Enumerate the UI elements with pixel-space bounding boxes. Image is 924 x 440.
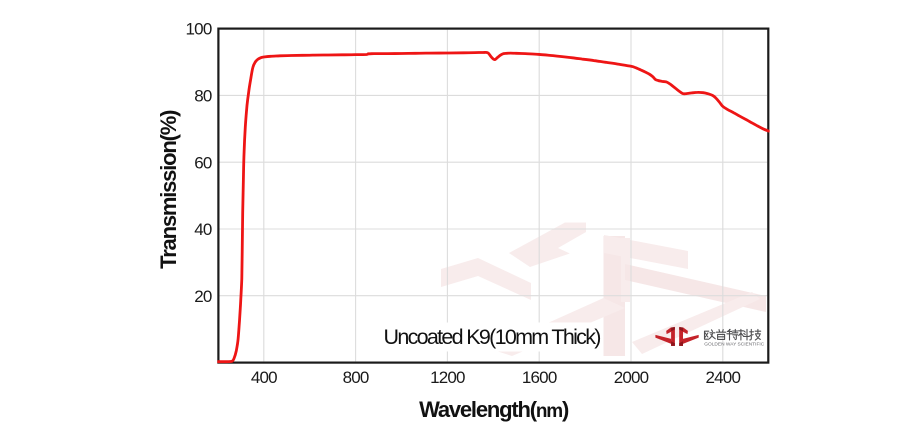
svg-text:40: 40 [194, 220, 212, 239]
svg-text:Uncoated K9(10mm Thick): Uncoated K9(10mm Thick) [384, 325, 601, 349]
svg-text:1600: 1600 [522, 368, 557, 387]
svg-text:GOLDEN WAY SCIENTIFIC: GOLDEN WAY SCIENTIFIC [704, 341, 764, 347]
svg-text:100: 100 [186, 19, 212, 38]
svg-text:2400: 2400 [705, 368, 740, 387]
svg-text:20: 20 [194, 287, 212, 306]
svg-text:2000: 2000 [614, 368, 649, 387]
svg-text:1200: 1200 [430, 368, 465, 387]
svg-text:Transmission(%): Transmission(%) [156, 110, 181, 269]
svg-text:800: 800 [343, 368, 369, 387]
svg-text:400: 400 [251, 368, 277, 387]
svg-text:60: 60 [194, 153, 212, 172]
svg-text:Wavelength(nm): Wavelength(nm) [419, 397, 569, 422]
svg-text:80: 80 [194, 87, 212, 106]
